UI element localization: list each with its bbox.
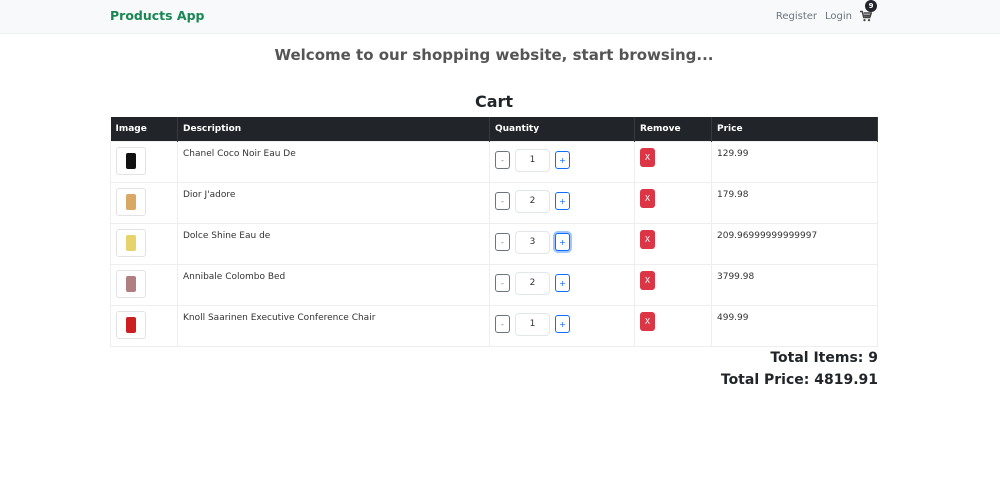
increment-button[interactable]: + <box>555 274 570 292</box>
product-price: 499.99 <box>711 304 878 347</box>
product-price: 179.98 <box>711 181 878 224</box>
decrement-button[interactable]: - <box>495 192 510 210</box>
quantity-input[interactable]: 2 <box>515 271 550 295</box>
product-price: 129.99 <box>711 140 878 183</box>
cart-icon <box>860 10 873 22</box>
register-link[interactable]: Register <box>775 10 818 22</box>
product-description: Dior J'adore <box>177 181 490 224</box>
product-description: Dolce Shine Eau de <box>177 222 490 265</box>
cart-table: Image Description Quantity Remove Price … <box>110 117 878 347</box>
quantity-input[interactable]: 2 <box>515 189 550 213</box>
col-quantity: Quantity <box>489 117 635 141</box>
total-price: Total Price: 4819.91 <box>720 372 878 388</box>
table-row: Dior J'adore -2 + X 179.98 <box>110 181 878 224</box>
quantity-input[interactable]: 3 <box>515 230 550 254</box>
product-image <box>116 146 146 175</box>
navbar: Products App Register Login 9 <box>0 0 1000 34</box>
remove-button[interactable]: X <box>640 311 655 331</box>
remove-button[interactable]: X <box>640 188 655 208</box>
cart-title: Cart <box>474 92 514 111</box>
decrement-button[interactable]: - <box>495 274 510 292</box>
col-description: Description <box>177 117 490 141</box>
remove-button[interactable]: X <box>640 270 655 290</box>
col-price: Price <box>711 117 878 141</box>
remove-button[interactable]: X <box>640 229 655 249</box>
col-remove: Remove <box>634 117 712 141</box>
welcome-text: Welcome to our shopping website, start b… <box>274 46 714 64</box>
quantity-input[interactable]: 1 <box>515 148 550 172</box>
decrement-button[interactable]: - <box>495 233 510 251</box>
product-price: 3799.98 <box>711 263 878 306</box>
product-price: 209.96999999999997 <box>711 222 878 265</box>
decrement-button[interactable]: - <box>495 315 510 333</box>
increment-button[interactable]: + <box>555 233 570 251</box>
quantity-input[interactable]: 1 <box>515 312 550 336</box>
table-row: Annibale Colombo Bed -2 + X 3799.98 <box>110 263 878 306</box>
product-image <box>116 310 146 339</box>
increment-button[interactable]: + <box>555 192 570 210</box>
total-items: Total Items: 9 <box>770 350 878 366</box>
table-row: Knoll Saarinen Executive Conference Chai… <box>110 304 878 347</box>
decrement-button[interactable]: - <box>495 151 510 169</box>
table-row: Chanel Coco Noir Eau De -1 + X 129.99 <box>110 140 878 183</box>
product-description: Knoll Saarinen Executive Conference Chai… <box>177 304 490 347</box>
col-image: Image <box>110 117 178 141</box>
product-image <box>116 187 146 216</box>
remove-button[interactable]: X <box>640 147 655 167</box>
product-description: Annibale Colombo Bed <box>177 263 490 306</box>
increment-button[interactable]: + <box>555 151 570 169</box>
product-description: Chanel Coco Noir Eau De <box>177 140 490 183</box>
product-image <box>116 228 146 257</box>
brand-link[interactable]: Products App <box>110 8 205 23</box>
login-link[interactable]: Login <box>825 10 852 22</box>
product-image <box>116 269 146 298</box>
table-row: Dolce Shine Eau de -3 + X 209.96999999999… <box>110 222 878 265</box>
cart-count-badge: 9 <box>865 0 877 12</box>
increment-button[interactable]: + <box>555 315 570 333</box>
cart-button[interactable]: 9 <box>860 0 877 22</box>
